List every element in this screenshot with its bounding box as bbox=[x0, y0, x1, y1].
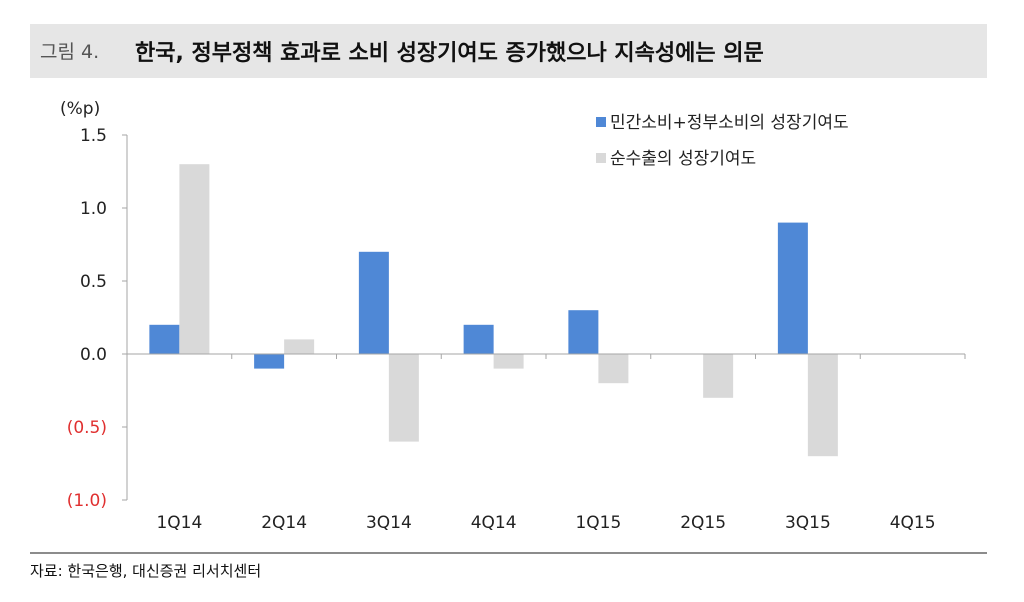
bar-consumption-3Q14 bbox=[358, 251, 389, 354]
bar-net-exports-3Q14 bbox=[388, 354, 419, 442]
x-tick-label: 1Q14 bbox=[156, 513, 202, 533]
bar-consumption-2Q14 bbox=[254, 354, 285, 369]
y-tick-label: 0.5 bbox=[80, 272, 107, 292]
x-tick-label: 3Q15 bbox=[785, 513, 831, 533]
bottom-rule bbox=[30, 552, 987, 554]
x-tick-label: 2Q14 bbox=[261, 513, 307, 533]
bar-net-exports-1Q14 bbox=[179, 164, 210, 354]
y-tick-label: 1.5 bbox=[80, 126, 107, 146]
legend-label: 민간소비+정부소비의 성장기여도 bbox=[610, 113, 849, 133]
bar-net-exports-3Q15 bbox=[807, 354, 838, 457]
bar-consumption-1Q14 bbox=[149, 324, 180, 354]
source-note: 자료: 한국은행, 대신증권 리서치센터 bbox=[30, 562, 262, 580]
x-tick-label: 4Q14 bbox=[471, 513, 517, 533]
y-tick-label: (0.5) bbox=[67, 418, 107, 438]
y-tick-label: 0.0 bbox=[80, 345, 107, 365]
bar-net-exports-1Q15 bbox=[598, 354, 629, 384]
legend-swatch bbox=[596, 153, 606, 163]
bar-consumption-3Q15 bbox=[777, 222, 808, 354]
bar-consumption-1Q15 bbox=[568, 310, 599, 354]
x-tick-label: 2Q15 bbox=[680, 513, 726, 533]
legend-label: 순수출의 성장기여도 bbox=[610, 149, 756, 169]
y-tick-label: (1.0) bbox=[67, 491, 107, 511]
title-bar: 그림 4. 한국, 정부정책 효과로 소비 성장기여도 증가했으나 지속성에는 … bbox=[30, 24, 987, 78]
bar-consumption-4Q14 bbox=[463, 324, 494, 354]
y-tick-label: 1.0 bbox=[80, 199, 107, 219]
legend-swatch bbox=[596, 117, 606, 127]
chart-title: 한국, 정부정책 효과로 소비 성장기여도 증가했으나 지속성에는 의문 bbox=[135, 41, 764, 66]
y-unit-label: (%p) bbox=[60, 99, 100, 119]
bar-net-exports-4Q14 bbox=[493, 354, 524, 369]
x-tick-label: 1Q15 bbox=[575, 513, 621, 533]
bar-net-exports-2Q15 bbox=[703, 354, 734, 398]
x-tick-label: 3Q14 bbox=[366, 513, 412, 533]
bar-net-exports-2Q14 bbox=[284, 339, 315, 354]
figure-label: 그림 4. bbox=[40, 41, 100, 63]
x-tick-label: 4Q15 bbox=[890, 513, 936, 533]
